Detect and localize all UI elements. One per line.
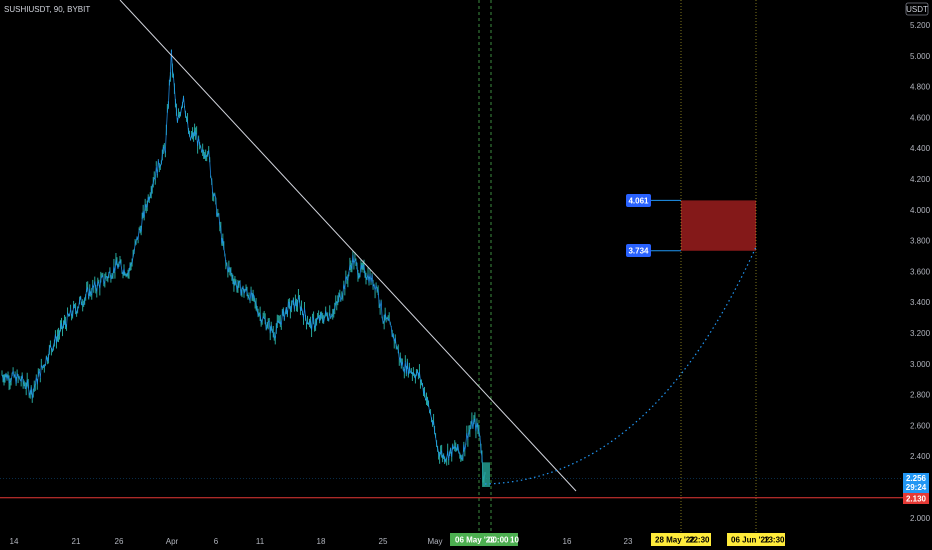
zone-bottom-tag[interactable]: 3.734 [626, 244, 651, 257]
y-tick-label: 4.400 [910, 144, 931, 153]
candle-countdown: 29:24 [906, 483, 927, 492]
support-price-tag-bg [903, 493, 929, 504]
zone-bottom-tag-text: 3.734 [628, 247, 649, 256]
currency-badge-border [905, 2, 929, 16]
time-mid-text: 22:30 [689, 536, 710, 545]
zone-bottom-tag-bg [626, 244, 651, 257]
x-tick-label: 6 [214, 537, 219, 546]
price-series-layer [1, 49, 490, 487]
zone-top-tag[interactable]: 4.061 [626, 194, 651, 207]
y-tick-label: 2.800 [910, 391, 931, 400]
support-price-tag: 2.130 [903, 493, 929, 504]
currency-badge[interactable]: USDT [905, 2, 929, 16]
x-tick-label: 16 [563, 537, 572, 546]
x-tick-label: Apr [166, 537, 179, 546]
support-price-value: 2.130 [906, 495, 927, 504]
price-axis[interactable]: 5.200 5.000 4.800 4.600 4.400 4.200 4.000 3.800… [910, 21, 931, 523]
tags-layer: 4.061 3.734 2.256 29:24 2.130 06 May '22… [450, 194, 929, 546]
trendline-layer [119, 0, 757, 492]
last-candle-highlight [482, 462, 490, 487]
x-tick-label: 11 [256, 537, 265, 546]
date-start-tag: 06 May '22 00:00 10 [450, 533, 519, 546]
target-zone-layer [651, 199, 756, 252]
date-start-text: 06 May '22 [455, 536, 495, 545]
y-tick-label: 5.200 [910, 21, 931, 30]
y-tick-label: 3.200 [910, 329, 931, 338]
zone-top-tag-bg [626, 194, 651, 207]
zone-top-tag-text: 4.061 [628, 197, 649, 206]
y-tick-label: 4.800 [910, 83, 931, 92]
x-tick-label: 23 [624, 537, 633, 546]
y-tick-label: 3.400 [910, 298, 931, 307]
x-tick-label: May [427, 537, 442, 546]
current-price-value: 2.256 [906, 474, 927, 483]
x-tick-label: 21 [72, 537, 81, 546]
y-tick-label: 5.000 [910, 52, 931, 61]
y-tick-label: 2.600 [910, 421, 931, 430]
y-tick-label: 3.600 [910, 267, 931, 276]
y-tick-label: 3.000 [910, 360, 931, 369]
date-mid-tag-bg [651, 533, 711, 546]
horizontal-lines-layer [0, 478, 903, 499]
vertical-lines-layer [478, 0, 757, 532]
date-end-tag-bg [727, 533, 785, 546]
target-zone [681, 200, 756, 251]
date-mid-tag: 28 May '22 22:30 [651, 533, 711, 546]
date-end-text: 06 Jun '22 [731, 536, 770, 545]
descending-trendline[interactable] [119, 0, 577, 492]
y-tick-label: 4.600 [910, 113, 931, 122]
y-tick-label: 4.000 [910, 206, 931, 215]
y-tick-label: 4.200 [910, 175, 931, 184]
date-start-suffix: 10 [510, 536, 519, 545]
date-start-tag-bg [450, 533, 518, 546]
time-axis[interactable]: 14 21 26 Apr 6 11 18 25 May 16 23 [10, 537, 633, 546]
time-start-text: 00:00 [488, 536, 509, 545]
date-end-tag: 06 Jun '22 13:30 [727, 533, 785, 546]
x-tick-label: 26 [115, 537, 124, 546]
current-price-tag-bg [903, 473, 929, 493]
x-tick-label: 18 [317, 537, 326, 546]
x-tick-label: 14 [10, 537, 19, 546]
symbol-label: SUSHIUSDT, 90, BYBIT [4, 5, 90, 14]
x-tick-label: 25 [379, 537, 388, 546]
currency-label: USDT [906, 5, 928, 14]
current-price-tag: 2.256 29:24 [903, 473, 929, 493]
date-mid-text: 28 May '22 [655, 536, 695, 545]
time-end-text: 13:30 [764, 536, 785, 545]
y-tick-label: 2.000 [910, 514, 931, 523]
y-tick-label: 2.400 [910, 452, 931, 461]
y-tick-label: 3.800 [910, 237, 931, 246]
price-line [1, 49, 486, 481]
